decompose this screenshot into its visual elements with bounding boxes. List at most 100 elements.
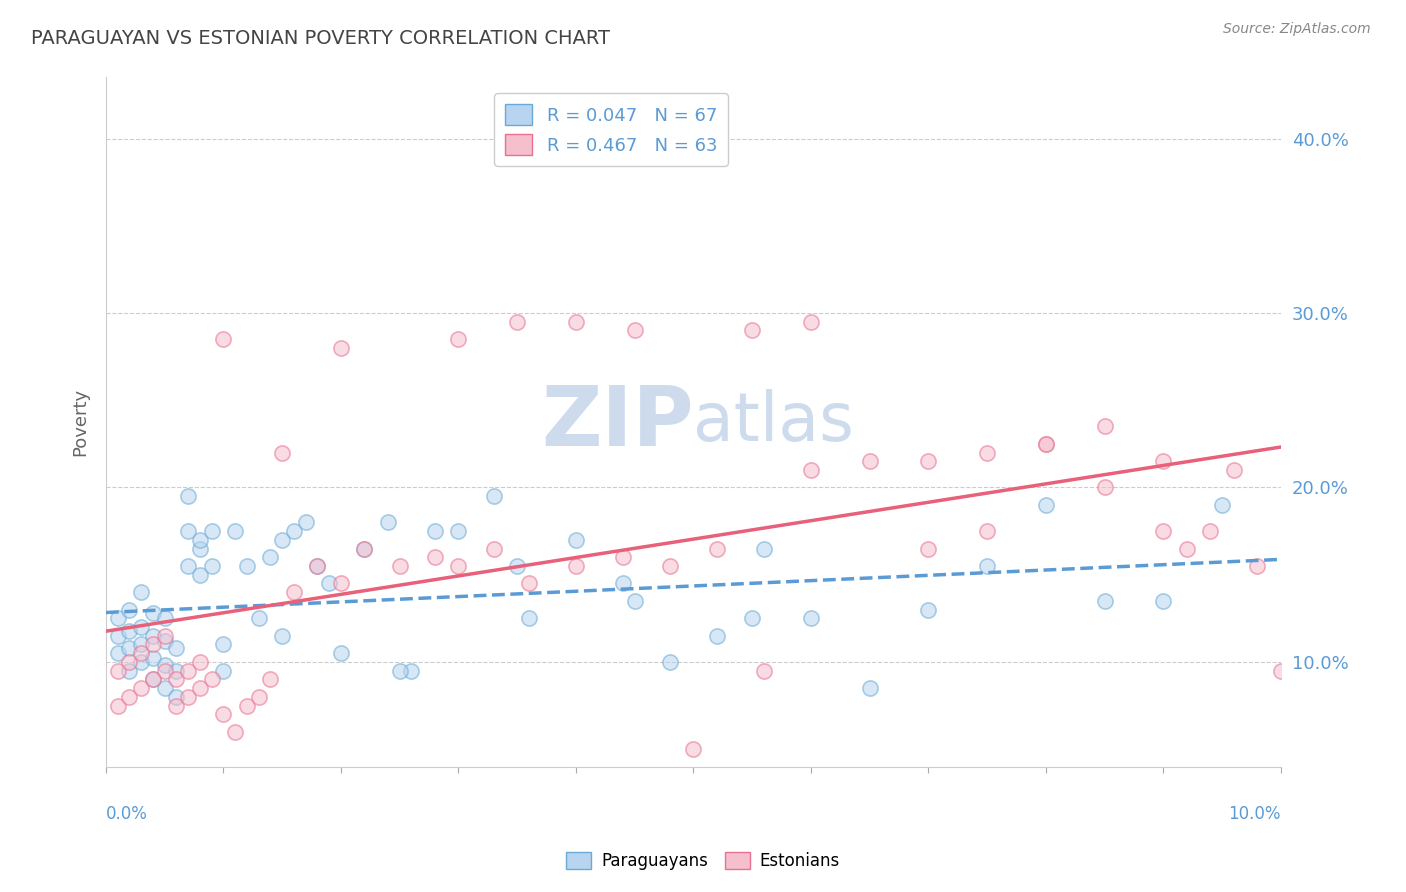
Point bbox=[623, 594, 645, 608]
Point bbox=[153, 611, 176, 625]
Point bbox=[236, 698, 259, 713]
Point bbox=[271, 629, 294, 643]
Text: 10.0%: 10.0% bbox=[1229, 805, 1281, 823]
Point bbox=[118, 602, 141, 616]
Point bbox=[236, 558, 259, 573]
Point bbox=[177, 664, 200, 678]
Point bbox=[377, 516, 399, 530]
Point bbox=[1035, 437, 1057, 451]
Point bbox=[307, 558, 329, 573]
Point bbox=[212, 637, 235, 651]
Point bbox=[177, 489, 200, 503]
Point bbox=[1175, 541, 1198, 556]
Point bbox=[142, 606, 165, 620]
Point bbox=[318, 576, 340, 591]
Legend: R = 0.047   N = 67, R = 0.467   N = 63: R = 0.047 N = 67, R = 0.467 N = 63 bbox=[495, 94, 728, 166]
Point bbox=[506, 558, 529, 573]
Point bbox=[165, 698, 187, 713]
Point bbox=[224, 724, 246, 739]
Point bbox=[153, 681, 176, 695]
Point bbox=[447, 558, 470, 573]
Point bbox=[517, 611, 540, 625]
Point bbox=[423, 550, 446, 565]
Point bbox=[283, 585, 305, 599]
Point bbox=[706, 541, 728, 556]
Point bbox=[107, 664, 129, 678]
Point bbox=[482, 489, 505, 503]
Point bbox=[401, 664, 423, 678]
Point bbox=[506, 315, 529, 329]
Point bbox=[565, 315, 588, 329]
Point bbox=[917, 541, 939, 556]
Point bbox=[129, 681, 152, 695]
Point bbox=[1152, 594, 1174, 608]
Point bbox=[741, 323, 763, 337]
Point bbox=[259, 673, 281, 687]
Point bbox=[107, 611, 129, 625]
Point bbox=[118, 624, 141, 638]
Point bbox=[142, 673, 165, 687]
Point bbox=[423, 524, 446, 538]
Point bbox=[1094, 480, 1116, 494]
Point bbox=[107, 646, 129, 660]
Point bbox=[271, 445, 294, 459]
Point bbox=[118, 690, 141, 704]
Point bbox=[800, 315, 823, 329]
Point bbox=[1211, 498, 1233, 512]
Point bbox=[858, 681, 880, 695]
Point bbox=[165, 673, 187, 687]
Point bbox=[1035, 498, 1057, 512]
Point bbox=[976, 445, 998, 459]
Point bbox=[142, 637, 165, 651]
Legend: Paraguayans, Estonians: Paraguayans, Estonians bbox=[560, 845, 846, 877]
Point bbox=[129, 637, 152, 651]
Point bbox=[259, 550, 281, 565]
Point bbox=[976, 524, 998, 538]
Point bbox=[800, 611, 823, 625]
Point bbox=[353, 541, 375, 556]
Point bbox=[752, 541, 775, 556]
Point bbox=[353, 541, 375, 556]
Point bbox=[188, 541, 211, 556]
Point bbox=[247, 611, 270, 625]
Point bbox=[976, 558, 998, 573]
Text: ZIP: ZIP bbox=[541, 382, 693, 463]
Point bbox=[153, 634, 176, 648]
Point bbox=[800, 463, 823, 477]
Point bbox=[129, 620, 152, 634]
Point bbox=[107, 698, 129, 713]
Point bbox=[1270, 664, 1292, 678]
Point bbox=[212, 664, 235, 678]
Point bbox=[129, 655, 152, 669]
Point bbox=[201, 524, 224, 538]
Point bbox=[658, 655, 681, 669]
Point bbox=[307, 558, 329, 573]
Point bbox=[706, 629, 728, 643]
Point bbox=[153, 658, 176, 673]
Point bbox=[153, 664, 176, 678]
Point bbox=[129, 646, 152, 660]
Point bbox=[329, 576, 352, 591]
Point bbox=[177, 690, 200, 704]
Point bbox=[388, 664, 411, 678]
Point bbox=[565, 533, 588, 547]
Point bbox=[129, 585, 152, 599]
Point bbox=[1246, 558, 1268, 573]
Text: atlas: atlas bbox=[693, 389, 855, 455]
Point bbox=[447, 524, 470, 538]
Point bbox=[142, 673, 165, 687]
Point bbox=[177, 558, 200, 573]
Point bbox=[177, 524, 200, 538]
Point bbox=[188, 567, 211, 582]
Point bbox=[165, 664, 187, 678]
Point bbox=[271, 533, 294, 547]
Text: 0.0%: 0.0% bbox=[105, 805, 148, 823]
Point bbox=[482, 541, 505, 556]
Point bbox=[247, 690, 270, 704]
Point bbox=[188, 681, 211, 695]
Point bbox=[858, 454, 880, 468]
Point bbox=[224, 524, 246, 538]
Point bbox=[1152, 454, 1174, 468]
Point bbox=[517, 576, 540, 591]
Point bbox=[612, 576, 634, 591]
